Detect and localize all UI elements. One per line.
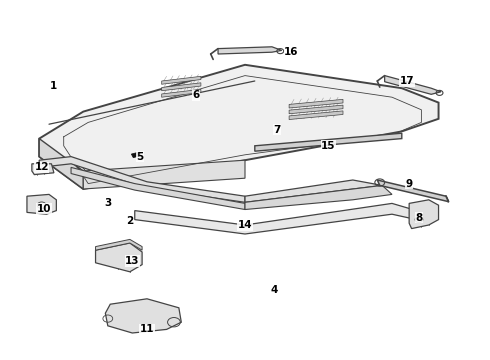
Polygon shape: [289, 105, 343, 114]
Text: 5: 5: [136, 152, 143, 162]
Polygon shape: [255, 133, 402, 151]
Polygon shape: [245, 180, 382, 202]
Polygon shape: [96, 239, 142, 250]
Polygon shape: [218, 47, 282, 54]
Polygon shape: [289, 111, 343, 120]
Polygon shape: [105, 299, 181, 333]
Polygon shape: [39, 157, 245, 202]
Polygon shape: [289, 99, 343, 108]
Polygon shape: [32, 164, 54, 175]
Text: 4: 4: [270, 285, 278, 295]
Text: 9: 9: [406, 179, 413, 189]
Text: 12: 12: [34, 162, 49, 172]
Text: 3: 3: [104, 198, 111, 208]
Text: 8: 8: [416, 213, 422, 223]
Polygon shape: [162, 89, 201, 97]
Polygon shape: [71, 167, 245, 210]
Text: 17: 17: [399, 76, 414, 86]
Polygon shape: [135, 203, 416, 234]
Text: 14: 14: [238, 220, 252, 230]
Text: 11: 11: [140, 324, 154, 334]
Polygon shape: [245, 185, 392, 210]
Text: 15: 15: [321, 141, 336, 151]
Polygon shape: [96, 243, 142, 272]
Text: 2: 2: [126, 216, 133, 226]
Text: 6: 6: [193, 90, 199, 100]
Text: 1: 1: [50, 81, 57, 91]
Polygon shape: [162, 83, 201, 91]
Polygon shape: [39, 139, 83, 189]
Text: 16: 16: [284, 47, 299, 57]
Polygon shape: [377, 180, 448, 202]
Polygon shape: [83, 160, 245, 189]
Polygon shape: [385, 76, 441, 94]
Text: 10: 10: [37, 204, 51, 214]
Polygon shape: [27, 194, 56, 214]
Text: 7: 7: [273, 125, 281, 135]
Polygon shape: [39, 65, 439, 189]
Polygon shape: [162, 76, 201, 84]
Polygon shape: [409, 200, 439, 229]
Polygon shape: [131, 152, 141, 158]
Text: 13: 13: [125, 256, 140, 266]
